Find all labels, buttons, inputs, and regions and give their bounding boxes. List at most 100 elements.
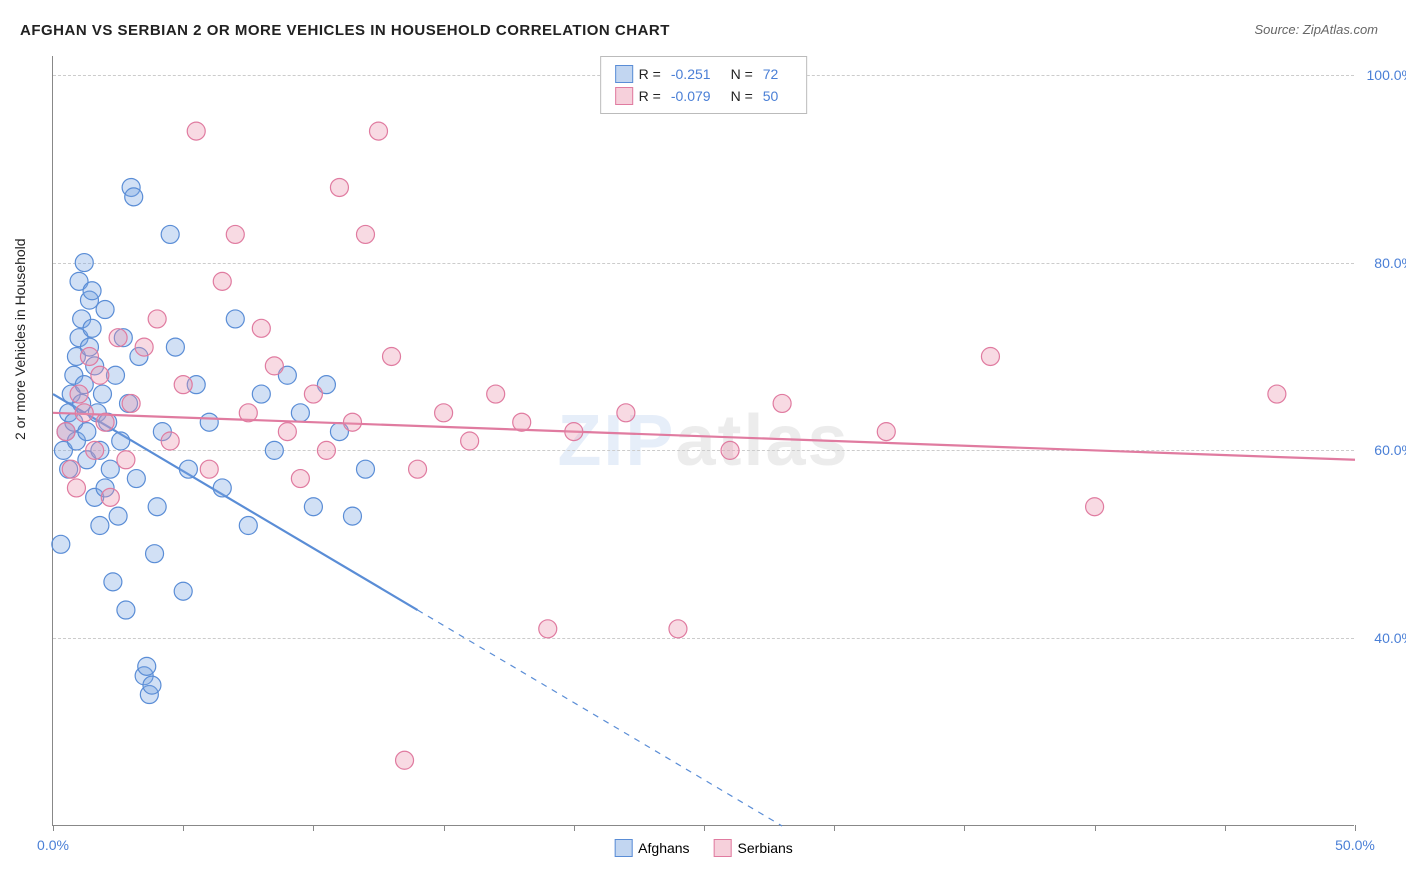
data-point bbox=[304, 498, 322, 516]
x-tick-mark bbox=[1225, 825, 1226, 831]
data-point bbox=[435, 404, 453, 422]
x-tick-mark bbox=[183, 825, 184, 831]
data-point bbox=[265, 357, 283, 375]
data-point bbox=[109, 507, 127, 525]
data-point bbox=[981, 347, 999, 365]
x-tick-mark bbox=[444, 825, 445, 831]
scatter-plot: ZIPatlas 40.0%60.0%80.0%100.0%0.0%50.0% … bbox=[52, 56, 1354, 826]
n-value-afghans: 72 bbox=[763, 66, 779, 82]
data-point bbox=[70, 385, 88, 403]
data-point bbox=[83, 319, 101, 337]
data-point bbox=[67, 479, 85, 497]
r-label: R = bbox=[639, 88, 661, 104]
legend-row-serbians: R = -0.079 N = 50 bbox=[615, 85, 793, 107]
data-point bbox=[174, 582, 192, 600]
data-point bbox=[179, 460, 197, 478]
data-point bbox=[112, 432, 130, 450]
legend-item-afghans: Afghans bbox=[614, 839, 689, 857]
data-point bbox=[174, 376, 192, 394]
data-point bbox=[265, 441, 283, 459]
data-point bbox=[187, 122, 205, 140]
data-point bbox=[252, 319, 270, 337]
x-tick-mark bbox=[834, 825, 835, 831]
data-point bbox=[356, 225, 374, 243]
data-point bbox=[78, 423, 96, 441]
data-point bbox=[96, 413, 114, 431]
x-tick-label: 50.0% bbox=[1335, 837, 1375, 853]
data-point bbox=[75, 254, 93, 272]
data-point bbox=[161, 432, 179, 450]
data-point bbox=[86, 441, 104, 459]
data-point bbox=[239, 517, 257, 535]
data-point bbox=[91, 517, 109, 535]
data-point bbox=[122, 394, 140, 412]
data-point bbox=[370, 122, 388, 140]
data-point bbox=[75, 404, 93, 422]
data-point bbox=[57, 423, 75, 441]
data-point bbox=[166, 338, 184, 356]
data-point bbox=[226, 225, 244, 243]
swatch-blue bbox=[615, 65, 633, 83]
legend-row-afghans: R = -0.251 N = 72 bbox=[615, 63, 793, 85]
r-value-afghans: -0.251 bbox=[671, 66, 711, 82]
legend-item-serbians: Serbians bbox=[714, 839, 793, 857]
data-point bbox=[565, 423, 583, 441]
data-point bbox=[291, 470, 309, 488]
data-point bbox=[135, 338, 153, 356]
y-tick-label: 80.0% bbox=[1374, 255, 1406, 271]
n-label: N = bbox=[731, 66, 753, 82]
data-point bbox=[721, 441, 739, 459]
data-point bbox=[146, 545, 164, 563]
r-value-serbians: -0.079 bbox=[671, 88, 711, 104]
data-point bbox=[109, 329, 127, 347]
data-point bbox=[343, 413, 361, 431]
data-point bbox=[148, 310, 166, 328]
data-point bbox=[317, 441, 335, 459]
data-point bbox=[356, 460, 374, 478]
data-point bbox=[117, 451, 135, 469]
data-point bbox=[143, 676, 161, 694]
data-point bbox=[62, 460, 80, 478]
data-point bbox=[83, 282, 101, 300]
data-point bbox=[93, 385, 111, 403]
data-point bbox=[125, 188, 143, 206]
data-point bbox=[252, 385, 270, 403]
chart-title: AFGHAN VS SERBIAN 2 OR MORE VEHICLES IN … bbox=[20, 22, 670, 39]
data-point bbox=[91, 366, 109, 384]
x-tick-mark bbox=[313, 825, 314, 831]
data-point bbox=[383, 347, 401, 365]
legend-label-afghans: Afghans bbox=[638, 840, 689, 856]
plot-svg bbox=[53, 56, 1354, 825]
data-point bbox=[200, 413, 218, 431]
data-point bbox=[461, 432, 479, 450]
data-point bbox=[148, 498, 166, 516]
data-point bbox=[330, 178, 348, 196]
data-point bbox=[117, 601, 135, 619]
swatch-blue bbox=[614, 839, 632, 857]
data-point bbox=[127, 470, 145, 488]
swatch-pink bbox=[714, 839, 732, 857]
swatch-pink bbox=[615, 87, 633, 105]
data-point bbox=[617, 404, 635, 422]
data-point bbox=[226, 310, 244, 328]
data-point bbox=[138, 657, 156, 675]
data-point bbox=[409, 460, 427, 478]
data-point bbox=[1086, 498, 1104, 516]
y-tick-label: 40.0% bbox=[1374, 630, 1406, 646]
x-tick-mark bbox=[964, 825, 965, 831]
data-point bbox=[161, 225, 179, 243]
data-point bbox=[278, 423, 296, 441]
data-point bbox=[304, 385, 322, 403]
x-tick-mark bbox=[1355, 825, 1356, 831]
data-point bbox=[239, 404, 257, 422]
data-point bbox=[213, 272, 231, 290]
y-tick-label: 100.0% bbox=[1367, 67, 1406, 83]
data-point bbox=[513, 413, 531, 431]
source-attribution: Source: ZipAtlas.com bbox=[1254, 22, 1378, 37]
data-point bbox=[1268, 385, 1286, 403]
x-tick-mark bbox=[53, 825, 54, 831]
data-point bbox=[104, 573, 122, 591]
data-point bbox=[877, 423, 895, 441]
x-tick-mark bbox=[704, 825, 705, 831]
series-legend: Afghans Serbians bbox=[614, 839, 793, 857]
